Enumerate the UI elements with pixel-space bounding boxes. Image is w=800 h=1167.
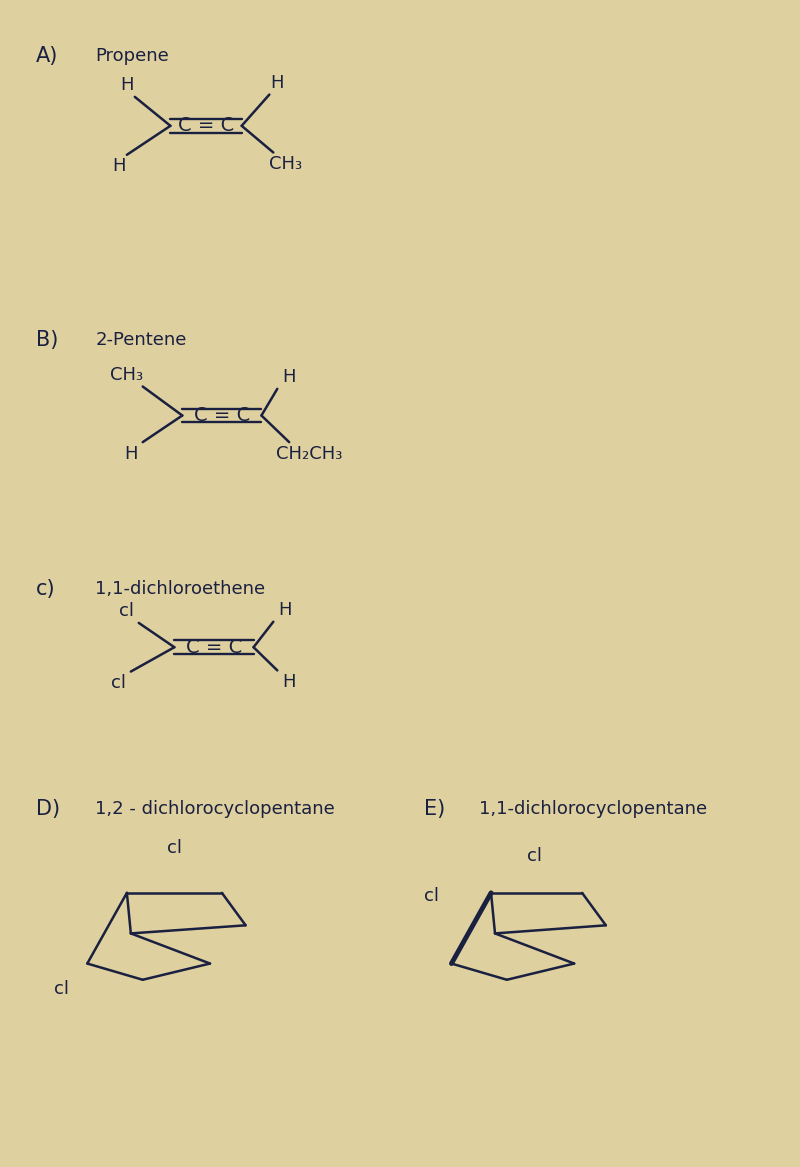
Text: H: H xyxy=(270,74,284,92)
Text: H: H xyxy=(278,601,292,620)
Text: CH₂CH₃: CH₂CH₃ xyxy=(276,445,342,463)
Text: CH₃: CH₃ xyxy=(110,366,143,384)
Text: 1,1-dichlorocyclopentane: 1,1-dichlorocyclopentane xyxy=(479,801,707,818)
Text: H: H xyxy=(124,445,138,463)
Text: cl: cl xyxy=(424,887,439,906)
Text: Propene: Propene xyxy=(95,48,169,65)
Text: C = C: C = C xyxy=(178,117,234,135)
Text: H: H xyxy=(282,673,296,691)
Text: cl: cl xyxy=(111,675,126,692)
Text: C = C: C = C xyxy=(186,637,242,657)
Text: cl: cl xyxy=(54,980,69,998)
Text: cl: cl xyxy=(527,847,542,865)
Text: D): D) xyxy=(36,799,60,819)
Text: B): B) xyxy=(36,330,58,350)
Text: 1,1-dichloroethene: 1,1-dichloroethene xyxy=(95,580,266,599)
Text: cl: cl xyxy=(167,839,182,857)
Text: CH₃: CH₃ xyxy=(269,155,302,173)
Text: 1,2 - dichlorocyclopentane: 1,2 - dichlorocyclopentane xyxy=(95,801,335,818)
Text: c): c) xyxy=(36,579,55,600)
Text: A): A) xyxy=(36,47,58,67)
Text: E): E) xyxy=(424,799,445,819)
Text: C = C: C = C xyxy=(194,406,250,425)
Text: H: H xyxy=(120,76,134,95)
Text: H: H xyxy=(112,158,126,175)
Text: cl: cl xyxy=(119,602,134,621)
Text: H: H xyxy=(282,369,296,386)
Text: 2-Pentene: 2-Pentene xyxy=(95,331,186,349)
